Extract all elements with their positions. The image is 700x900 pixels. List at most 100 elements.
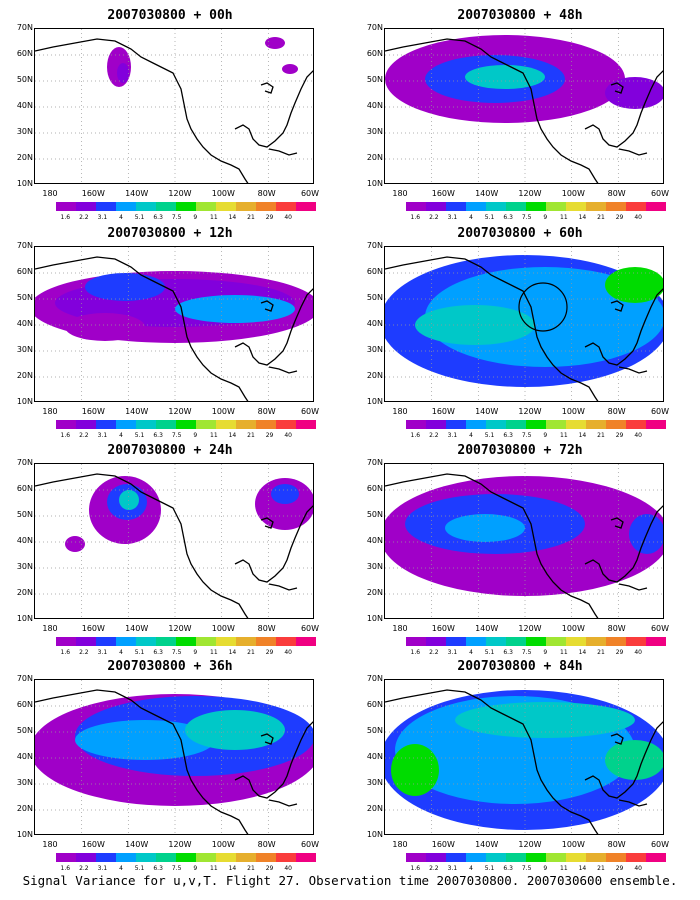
lat-tick-label: 70N <box>16 241 33 250</box>
colorbar-swatch <box>646 202 666 211</box>
lon-tick-label: 60W <box>300 407 320 416</box>
variance-contour <box>185 710 285 750</box>
colorbar-label: 29 <box>615 649 624 656</box>
map-svg <box>35 29 313 183</box>
colorbar-label: 21 <box>247 865 255 872</box>
colorbar-swatch <box>216 202 236 211</box>
colorbar-swatch <box>256 420 276 429</box>
lat-tick-label: 30N <box>366 345 383 354</box>
colorbar-label: 7.5 <box>171 214 182 221</box>
colorbar-swatch <box>156 637 176 646</box>
colorbar-label: 2.2 <box>429 214 439 221</box>
colorbar-label: 14 <box>578 649 587 656</box>
coastline <box>610 517 624 529</box>
colorbar-swatch <box>486 853 506 862</box>
panel-title: 2007030800 + 36h <box>107 659 233 674</box>
variance-contour <box>415 305 535 345</box>
colorbar-label: 11 <box>210 214 218 221</box>
panel-title: 2007030800 + 60h <box>457 226 583 241</box>
colorbar-swatch <box>256 637 276 646</box>
colorbar-swatch <box>56 202 76 211</box>
lon-tick-label: 140W <box>125 189 149 198</box>
colorbar-swatch <box>646 420 666 429</box>
lat-tick-label: 40N <box>16 319 33 328</box>
colorbar-swatch <box>546 202 566 211</box>
colorbar-label: 5.1 <box>484 432 495 439</box>
colorbar-label: 14 <box>578 865 587 872</box>
colorbar-swatch <box>176 637 196 646</box>
coastline <box>618 583 648 591</box>
colorbar <box>406 202 666 211</box>
colorbar-label: 40 <box>284 214 292 221</box>
colorbar-swatch <box>486 420 506 429</box>
colorbar-label: 9 <box>543 865 548 872</box>
lon-tick-label: 60W <box>650 840 670 849</box>
variance-shading <box>107 37 298 87</box>
lon-tick-label: 80W <box>607 189 626 198</box>
colorbar-swatch <box>566 420 586 429</box>
colorbar-label: 3.1 <box>97 432 108 439</box>
colorbar-swatch <box>216 637 236 646</box>
colorbar-swatch <box>466 420 486 429</box>
map-frame <box>384 679 664 835</box>
coastline <box>260 517 274 529</box>
lat-tick-label: 60N <box>366 700 383 709</box>
variance-contour <box>445 514 525 542</box>
colorbar-swatch <box>626 202 646 211</box>
variance-contour <box>271 484 299 504</box>
colorbar <box>56 202 316 211</box>
lon-tick-label: 120W <box>518 407 542 416</box>
colorbar-label: 21 <box>597 865 605 872</box>
colorbar-swatch <box>56 420 76 429</box>
lat-tick-label: 70N <box>366 458 383 467</box>
colorbar-label: 3.1 <box>447 214 458 221</box>
colorbar-swatch <box>526 637 546 646</box>
colorbar-swatch <box>136 420 156 429</box>
variance-contour <box>605 740 663 780</box>
lon-tick-label: 140W <box>475 624 499 633</box>
colorbar-label: 4 <box>469 432 473 439</box>
variance-contour <box>117 63 129 83</box>
colorbar-swatch <box>406 202 426 211</box>
lat-tick-label: 20N <box>16 371 33 380</box>
colorbar-label: 14 <box>228 649 237 656</box>
observation-circle <box>518 282 568 332</box>
colorbar-label: 6.3 <box>153 432 163 439</box>
colorbar-swatch <box>506 202 526 211</box>
map-svg <box>35 680 313 834</box>
coastline <box>618 799 648 807</box>
lat-tick-label: 50N <box>16 75 33 84</box>
colorbar-label: 4 <box>469 865 473 872</box>
lon-tick-label: 160W <box>81 189 105 198</box>
colorbar-labels: 1.6 2.2 3.1 4 5.1 6.3 7.5 9 11 14 21 29 40 <box>56 865 316 875</box>
colorbar-swatch <box>236 202 256 211</box>
colorbar-swatch <box>56 853 76 862</box>
lat-tick-label: 30N <box>16 562 33 571</box>
lon-tick-label: 160W <box>431 407 455 416</box>
colorbar-label: 9 <box>193 649 198 656</box>
lat-tick-label: 50N <box>16 726 33 735</box>
colorbar-swatch <box>276 637 296 646</box>
variance-shading <box>385 35 663 123</box>
panel-title: 2007030800 + 48h <box>457 8 583 23</box>
lon-tick-label: 80W <box>257 189 276 198</box>
coastline <box>618 148 648 156</box>
lat-tick-label: 30N <box>366 778 383 787</box>
colorbar-label: 1.6 <box>410 649 421 656</box>
colorbar-swatch <box>236 637 256 646</box>
lon-tick-label: 80W <box>607 407 626 416</box>
coastline <box>584 288 663 366</box>
map-panel: 2007030800 + 48h 70N 60N 50N 40N 30N 20N 10N 180… <box>350 8 690 224</box>
colorbar-swatch <box>176 420 196 429</box>
colorbar-swatch <box>216 853 236 862</box>
lon-tick-label: 100W <box>561 624 585 633</box>
colorbar-swatch <box>486 637 506 646</box>
lat-tick-label: 10N <box>16 397 33 406</box>
colorbar-swatch <box>56 637 76 646</box>
lat-tick-label: 50N <box>16 293 33 302</box>
colorbar-label: 5.1 <box>484 214 495 221</box>
lat-tick-label: 60N <box>366 484 383 493</box>
colorbar-label: 1.6 <box>410 865 421 872</box>
colorbar-swatch <box>406 637 426 646</box>
lat-tick-label: 20N <box>16 588 33 597</box>
